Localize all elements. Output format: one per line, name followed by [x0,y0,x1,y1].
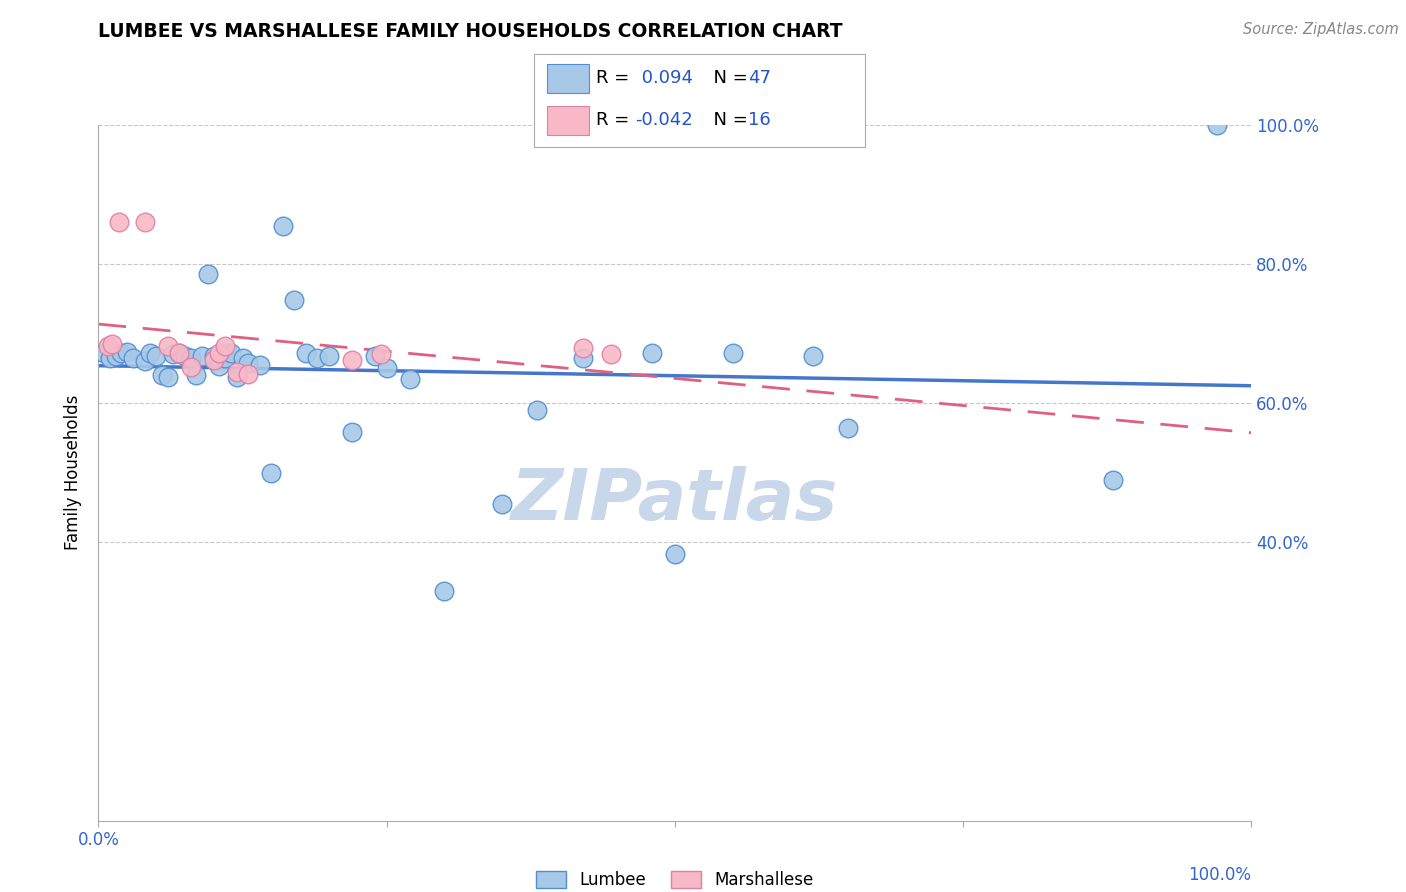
Point [225,365,247,379]
Point [186,368,208,383]
Point [134,354,156,368]
Legend: Lumbee, Marshallese: Lumbee, Marshallese [530,864,820,892]
Point [641,346,664,360]
Point [307,351,329,365]
Point [167,346,190,360]
Point [117,344,139,359]
Point [370,347,392,361]
Point [197,268,219,282]
Point [93,346,115,360]
Y-axis label: Family Households: Family Households [65,395,83,550]
Point [122,351,145,365]
Point [180,359,202,374]
Text: N =: N = [702,112,754,129]
Text: ZIPatlas: ZIPatlas [512,467,838,535]
Point [1102,473,1125,487]
Point [260,466,283,480]
Point [150,368,173,383]
Point [801,349,824,363]
Point [238,367,260,381]
Point [283,293,305,308]
Point [571,341,593,355]
Point [162,347,184,361]
Point [139,346,162,360]
Point [238,356,260,370]
Point [491,497,513,511]
Point [398,372,420,386]
Point [214,339,236,353]
Point [837,420,859,434]
Point [526,403,548,417]
Text: 47: 47 [748,70,770,87]
Text: N =: N = [702,70,754,87]
Point [208,346,231,360]
Point [108,215,131,229]
Point [219,346,242,360]
Point [433,584,456,599]
Text: 16: 16 [748,112,770,129]
Point [225,369,247,384]
Point [664,547,686,561]
Text: Source: ZipAtlas.com: Source: ZipAtlas.com [1243,22,1399,37]
Point [167,346,190,360]
Text: R =: R = [596,112,636,129]
Point [191,349,214,363]
Point [208,359,231,374]
Point [249,358,271,372]
Point [101,337,124,351]
Point [145,349,167,363]
Point [271,219,294,233]
Point [97,339,120,353]
Point [98,351,121,365]
Text: R =: R = [596,70,636,87]
Point [156,369,179,384]
Point [318,349,340,363]
Point [600,347,623,361]
Point [231,351,254,365]
Point [156,339,179,353]
Point [375,361,398,376]
Point [721,346,744,360]
Text: 0.094: 0.094 [636,70,693,87]
Point [214,351,236,365]
Point [340,353,363,368]
Text: -0.042: -0.042 [636,112,693,129]
Text: LUMBEE VS MARSHALLESE FAMILY HOUSEHOLDS CORRELATION CHART: LUMBEE VS MARSHALLESE FAMILY HOUSEHOLDS … [98,22,844,41]
Point [104,349,127,363]
Point [364,349,387,363]
Point [340,425,363,440]
Point [295,346,318,360]
Point [174,349,197,363]
Point [571,351,593,365]
Point [110,346,132,360]
Point [134,215,156,229]
Point [202,349,225,363]
Point [202,353,225,368]
Point [1205,118,1227,132]
Point [180,351,202,365]
Text: 100.0%: 100.0% [1188,866,1251,884]
